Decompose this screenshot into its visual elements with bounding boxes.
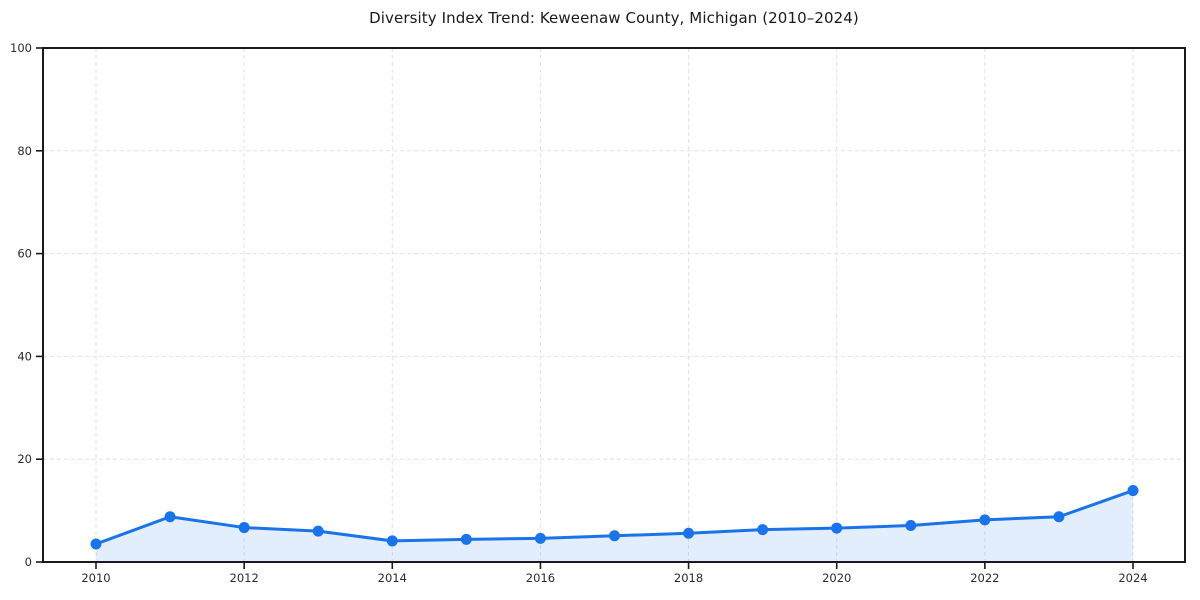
data-point-marker: [1127, 485, 1139, 497]
y-tick-label: 100: [10, 41, 32, 55]
data-point-marker: [534, 532, 546, 544]
data-point-marker: [1053, 511, 1065, 523]
data-point-marker: [757, 524, 769, 536]
data-point-marker: [90, 538, 102, 550]
x-tick-label: 2022: [970, 571, 999, 585]
y-tick-label: 40: [17, 349, 32, 363]
data-point-marker: [386, 535, 398, 547]
x-tick-label: 2018: [674, 571, 703, 585]
tick-marks: [36, 47, 1134, 569]
series-area-fill: [96, 490, 1133, 562]
plot-border: [42, 47, 1186, 563]
data-point-marker: [905, 520, 917, 532]
y-tick-label: 60: [17, 247, 32, 261]
y-tick-label: 20: [17, 452, 32, 466]
x-tick-label: 2020: [822, 571, 851, 585]
y-tick-label: 80: [17, 144, 32, 158]
data-point-marker: [683, 527, 695, 539]
x-tick-label: 2012: [230, 571, 259, 585]
data-point-marker: [831, 522, 843, 534]
x-tick-label: 2016: [526, 571, 555, 585]
x-tick-labels: 2010 2012 2014 2016 2018 2020 2022 2024: [81, 571, 1147, 585]
x-tick-label: 2024: [1118, 571, 1147, 585]
data-point-marker: [312, 525, 324, 537]
data-point-marker: [609, 530, 620, 542]
data-point-marker: [979, 514, 991, 526]
data-point-marker: [238, 522, 250, 534]
data-point-marker: [460, 533, 472, 545]
x-tick-label: 2010: [81, 571, 110, 585]
data-point-marker: [164, 511, 176, 523]
y-tick-labels: 0 20 40 60 80 100: [10, 41, 32, 569]
y-tick-label: 0: [25, 555, 32, 569]
chart-title: Diversity Index Trend: Keweenaw County, …: [369, 9, 859, 27]
series-markers: [90, 485, 1139, 550]
x-tick-label: 2014: [378, 571, 407, 585]
